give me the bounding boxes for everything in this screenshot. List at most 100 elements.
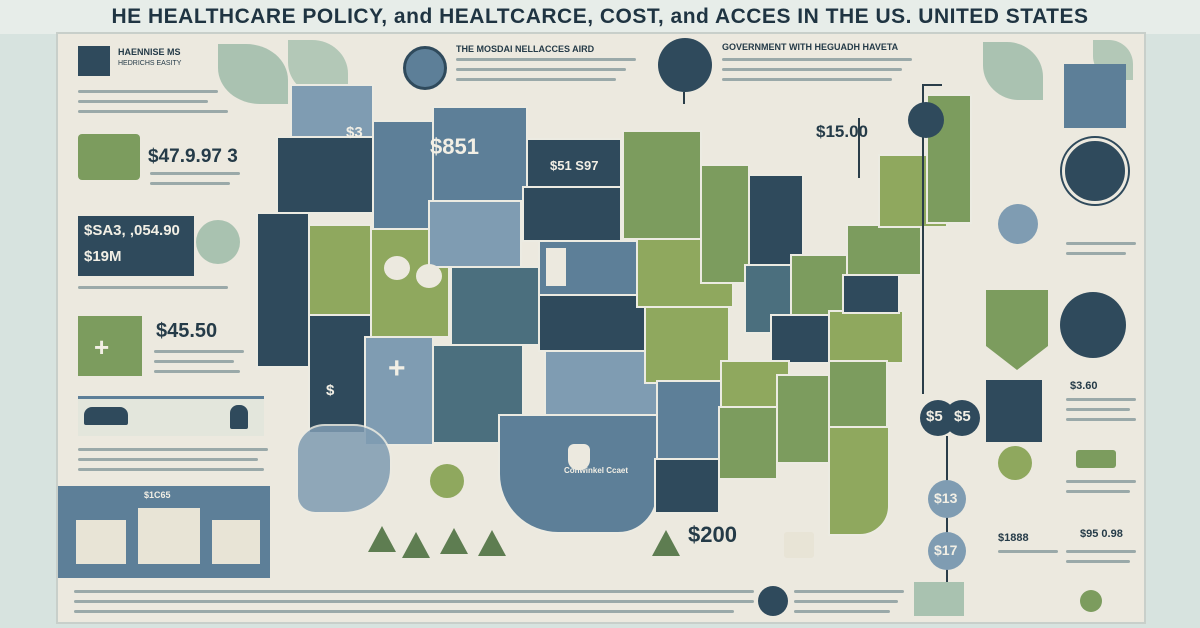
right-value-3: $5	[954, 408, 971, 425]
house-icon	[78, 134, 140, 180]
tree-icon	[440, 528, 468, 554]
value-circle	[928, 480, 966, 518]
car-icon	[84, 407, 128, 425]
map-value-2: $15.00	[816, 122, 868, 141]
left-value-3: $19M	[84, 248, 122, 265]
text-line	[1066, 480, 1136, 483]
left-header-panel: HAENNISE MS HEDRICHS EASITY	[74, 44, 214, 78]
infographic-frame: HAENNISE MS HEDRICHS EASITY $47.9.97 3 $…	[56, 32, 1146, 624]
map-state	[718, 406, 778, 480]
right-value-1: $3.60	[1070, 380, 1098, 392]
heart-icon	[384, 256, 410, 280]
connector-line	[683, 92, 685, 104]
map-label-sw: Conwinkel Ccaet	[564, 466, 629, 475]
map-state	[308, 224, 372, 316]
map-state	[846, 224, 922, 276]
lightbulb-icon	[998, 204, 1038, 244]
text-line	[1066, 408, 1130, 411]
courthouse-icon	[76, 520, 126, 564]
page-title: HE HEALTHCARE POLICY, and HEALTCARCE, CO…	[111, 5, 1089, 28]
text-line	[456, 58, 636, 61]
map-value-3: $200	[688, 522, 737, 547]
left-value-2: $SA3, ,054.90	[84, 222, 180, 239]
text-line	[456, 78, 616, 81]
text-line	[78, 448, 268, 451]
text-line	[78, 100, 208, 103]
badge-icon	[758, 586, 788, 616]
leaf-decoration	[983, 42, 1043, 100]
text-line	[74, 600, 754, 603]
right-value-5: $17	[934, 542, 958, 558]
text-line	[78, 468, 264, 471]
cost-box: $SA3, ,054.90 $19M	[78, 216, 194, 276]
center-header-1: THE MOSDAI NELLACCES AIRD	[456, 44, 595, 54]
right-value-7: $95 0.98	[1080, 528, 1123, 540]
text-line	[722, 58, 912, 61]
text-line	[722, 78, 892, 81]
text-line	[154, 370, 240, 373]
building-icon	[78, 46, 110, 76]
left-header: HAENNISE MS	[118, 47, 181, 57]
left-value-1: $47.9.97 3	[148, 146, 238, 167]
map-value-4: $3	[346, 124, 363, 141]
text-line	[78, 286, 228, 289]
plus-icon: +	[388, 352, 406, 385]
map-value-1: $851	[430, 134, 479, 159]
map-state	[372, 120, 434, 230]
vote-icon	[908, 102, 944, 138]
map-state	[700, 164, 750, 284]
leaf-decoration	[218, 44, 288, 104]
text-line	[154, 350, 244, 353]
value-circle	[944, 400, 980, 436]
map-state	[776, 374, 836, 464]
right-value-4: $13	[934, 490, 958, 506]
map-state	[842, 274, 900, 314]
map-state	[498, 414, 658, 534]
tree-icon	[652, 530, 680, 556]
family-icon	[1062, 138, 1128, 204]
heart-icon	[1060, 292, 1126, 358]
plus-card: +	[78, 316, 142, 376]
connector-line	[922, 84, 942, 86]
bus-icon	[403, 46, 447, 90]
left-value-4: $45.50	[156, 320, 218, 342]
text-line	[1066, 252, 1126, 255]
tree-icon	[478, 530, 506, 556]
text-line	[1066, 550, 1136, 553]
map-state	[654, 458, 720, 514]
map-label-ne: $51 S97	[550, 158, 599, 173]
text-line	[998, 550, 1058, 553]
transport-panel	[78, 396, 264, 436]
title-bar: HE HEALTHCARE POLICY, and HEALTCARCE, CO…	[0, 0, 1200, 34]
map-state	[622, 130, 702, 240]
person-icon	[230, 405, 248, 429]
right-value-2: $5	[926, 408, 943, 425]
document-icon	[1076, 450, 1116, 468]
map-state	[428, 200, 522, 268]
text-line	[1066, 418, 1136, 421]
map-state	[770, 314, 830, 364]
map-state	[748, 174, 804, 266]
document-icon	[658, 38, 712, 92]
map-value-5: $	[326, 382, 335, 399]
balloon-icon	[430, 464, 464, 498]
right-top-panel	[1064, 64, 1126, 128]
text-line	[1066, 560, 1130, 563]
leaf-icon	[196, 220, 240, 264]
text-line	[794, 600, 898, 603]
map-state	[450, 266, 542, 346]
map-state	[828, 360, 888, 430]
right-value-6: $1888	[998, 532, 1029, 544]
text-line	[794, 610, 890, 613]
shield-panel	[986, 290, 1048, 370]
heart-icon	[998, 446, 1032, 480]
tooth-icon	[568, 444, 590, 470]
pillar-icon	[546, 248, 566, 286]
heart-icon	[416, 264, 442, 288]
text-line	[456, 68, 626, 71]
map-state	[538, 294, 648, 352]
text-line	[794, 590, 904, 593]
left-subheader: HEDRICHS EASITY	[118, 60, 182, 67]
tree-icon	[368, 526, 396, 552]
house-icon	[914, 582, 964, 616]
